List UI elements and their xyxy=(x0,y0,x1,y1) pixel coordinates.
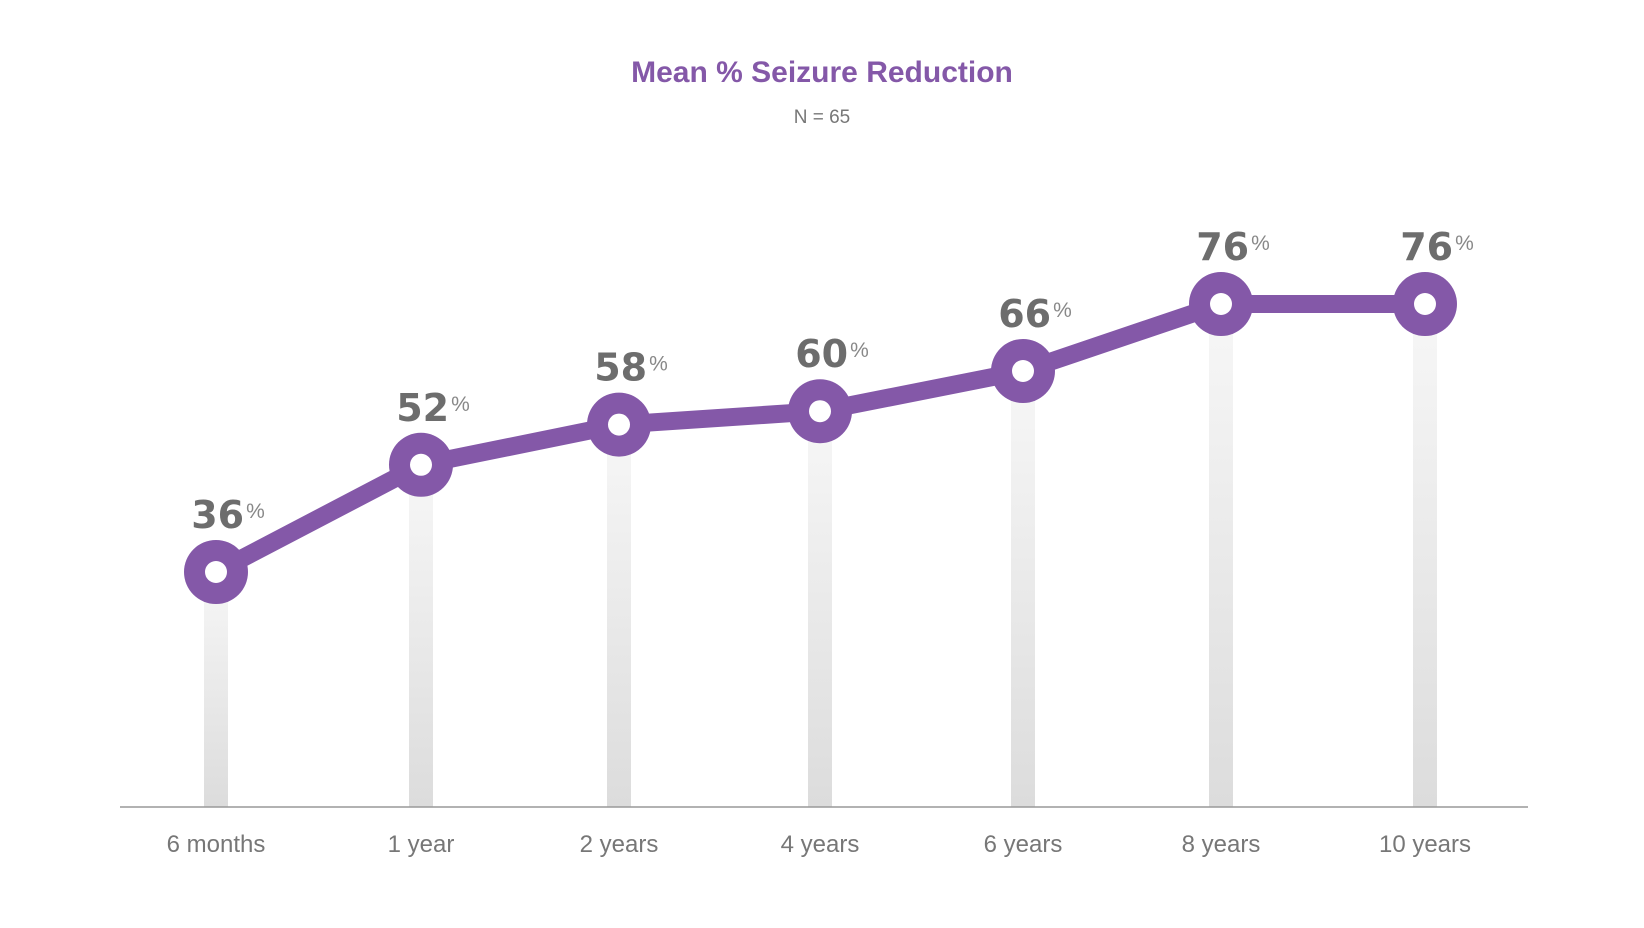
data-label-value: 58 xyxy=(594,346,647,390)
data-labels: 36%52%58% 60%66%76% 76% xyxy=(191,225,1474,537)
data-label: 66% xyxy=(998,292,1072,336)
stem-3 xyxy=(808,411,832,807)
data-label: 36% xyxy=(191,493,265,537)
data-label-unit: % xyxy=(451,393,470,416)
data-point-center xyxy=(809,400,831,423)
stem-5 xyxy=(1209,304,1233,807)
data-label: 52% xyxy=(396,386,470,430)
x-axis-tick-labels: 6 months 1 year 2 years 4 years 6 years 8 yea… xyxy=(167,831,1471,858)
data-label-unit: % xyxy=(246,500,265,523)
data-point-center xyxy=(1414,293,1436,315)
data-label-unit: % xyxy=(1053,299,1072,322)
chart-subtitle: N = 65 xyxy=(794,107,851,128)
stem-2 xyxy=(607,424,631,807)
x-tick-label: 6 years xyxy=(984,831,1063,858)
stem-4 xyxy=(1011,371,1035,807)
x-tick-label: 8 years xyxy=(1182,831,1261,858)
stem-1 xyxy=(409,464,433,807)
data-label: 60% xyxy=(795,332,869,376)
data-label-unit: % xyxy=(1251,232,1270,255)
data-point-center xyxy=(1210,293,1232,315)
data-point-center xyxy=(205,561,227,583)
stem-0 xyxy=(204,572,228,807)
chart-title: Mean % Seizure Reduction xyxy=(631,56,1013,89)
x-tick-label: 2 years xyxy=(580,831,659,858)
data-point xyxy=(1393,272,1457,336)
x-tick-label: 4 years xyxy=(781,831,860,858)
data-point xyxy=(1189,272,1253,336)
data-label-value: 36 xyxy=(191,493,244,537)
data-point-center xyxy=(410,453,432,476)
stems xyxy=(204,304,1437,807)
data-label-value: 76 xyxy=(1196,225,1249,269)
data-point-center xyxy=(1012,360,1034,382)
data-point xyxy=(991,339,1055,403)
data-label-unit: % xyxy=(850,339,869,362)
stem-6 xyxy=(1413,304,1437,807)
data-points xyxy=(184,272,1457,604)
data-label-value: 60 xyxy=(795,332,848,376)
data-label: 76% xyxy=(1400,225,1474,269)
x-tick-label: 6 months xyxy=(167,831,266,858)
data-label-unit: % xyxy=(649,353,668,376)
data-label-value: 52 xyxy=(396,386,449,430)
data-point xyxy=(184,540,248,604)
data-point xyxy=(587,392,651,457)
data-point-center xyxy=(608,413,630,436)
x-tick-label: 10 years xyxy=(1379,831,1471,858)
data-label: 58% xyxy=(594,346,668,390)
data-label-value: 66 xyxy=(998,292,1051,336)
data-label-value: 76 xyxy=(1400,225,1453,269)
data-label-unit: % xyxy=(1455,232,1474,255)
data-point xyxy=(788,379,852,444)
x-tick-label: 1 year xyxy=(388,831,455,858)
data-point xyxy=(389,432,453,497)
data-label: 76% xyxy=(1196,225,1270,269)
